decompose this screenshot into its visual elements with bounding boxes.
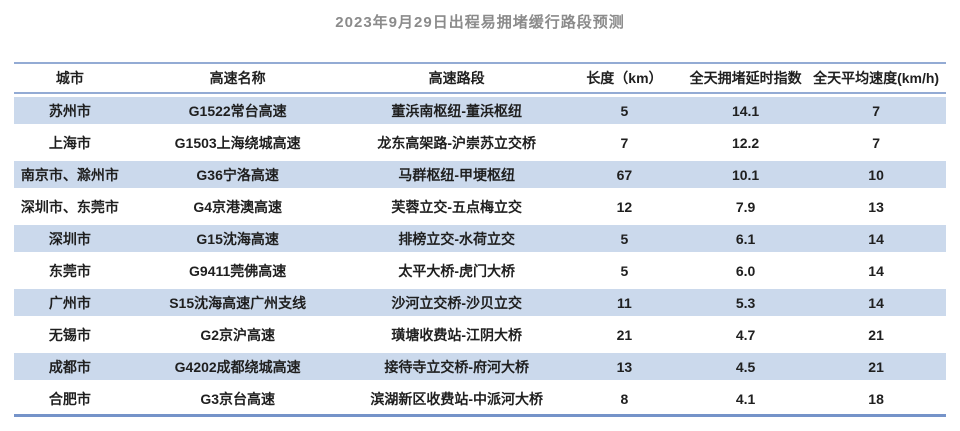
table-cell: 成都市 (14, 350, 126, 382)
table-cell: 5.3 (685, 286, 807, 318)
table-cell: 10.1 (685, 158, 807, 190)
table-cell: 深圳市、东莞市 (20, 198, 119, 215)
table-cell: S15沈海高速广州支线 (125, 286, 350, 318)
table-cell: 无锡市 (48, 326, 91, 343)
table-cell: 苏州市 (14, 94, 126, 126)
column-header-highway-section: 高速路段 (349, 62, 564, 94)
table-cell: 南京市、滁州市 (14, 158, 126, 190)
table-cell: 21 (806, 350, 946, 382)
table-cell: 7 (806, 94, 946, 126)
table-cell: 13 (563, 350, 686, 382)
table-cell: 8 (620, 390, 629, 407)
table-cell: 11 (563, 286, 686, 318)
column-header-highway-name: 高速名称 (125, 62, 350, 94)
table-row: 南京市、滁州市 G36宁洛高速 马群枢纽-甲埂枢纽 67 10.1 10 (14, 158, 946, 190)
table-cell: 5 (620, 262, 629, 279)
table-cell: 璜塘收费站-江阴大桥 (391, 326, 523, 343)
table-row: 苏州市 G1522常台高速 董浜南枢纽-董浜枢纽 5 14.1 7 (14, 94, 946, 126)
column-header-delay-index: 全天拥堵延时指数 (685, 62, 807, 94)
table-cell: 6.0 (735, 262, 756, 279)
table-row: 合肥市 G3京台高速 滨湖新区收费站-中派河大桥 8 4.1 18 (14, 382, 946, 414)
table-cell: G1522常台高速 (125, 94, 350, 126)
table-cell: 滨湖新区收费站-中派河大桥 (370, 390, 544, 407)
table-cell: 6.1 (685, 222, 807, 254)
table-cell: G4202成都绕城高速 (125, 350, 350, 382)
congestion-table: 城市 高速名称 高速路段 长度（km） 全天拥堵延时指数 全天平均速度(km/h… (14, 62, 946, 414)
table-cell: 龙东高架路-沪崇苏立交桥 (377, 134, 537, 151)
table-cell: 18 (868, 390, 884, 407)
column-header-length-km: 长度（km） (563, 62, 686, 94)
table-cell: 13 (868, 198, 884, 215)
page-title: 2023年9月29日出程易拥堵缓行路段预测 (335, 14, 625, 31)
table-cell: 21 (616, 326, 633, 343)
table-cell: 深圳市 (14, 222, 126, 254)
table-cell: 太平大桥-虎门大桥 (398, 262, 516, 279)
table-cell: 董浜南枢纽-董浜枢纽 (349, 94, 564, 126)
table-cell: 7.9 (735, 198, 756, 215)
table-cell: 4.1 (735, 390, 756, 407)
report-canvas: 2023年9月29日出程易拥堵缓行路段预测 城市 高速名称 高速路段 长度（km… (14, 14, 946, 417)
table-cell: 4.7 (735, 326, 756, 343)
table-cell: G3京台高速 (200, 390, 275, 407)
table-row: 东莞市 G9411莞佛高速 太平大桥-虎门大桥 5 6.0 14 (14, 254, 946, 286)
table-container: 城市 高速名称 高速路段 长度（km） 全天拥堵延时指数 全天平均速度(km/h… (14, 62, 946, 417)
table-cell: 10 (806, 158, 946, 190)
table-cell: 上海市 (48, 134, 91, 151)
table-cell: 沙河立交桥-沙贝立交 (349, 286, 564, 318)
table-cell: 14.1 (685, 94, 807, 126)
table-row: 广州市 S15沈海高速广州支线 沙河立交桥-沙贝立交 11 5.3 14 (14, 286, 946, 318)
table-cell: 排榜立交-水荷立交 (349, 222, 564, 254)
table-cell: G4京港澳高速 (193, 198, 282, 215)
table-cell: 21 (868, 326, 884, 343)
table-cell: G36宁洛高速 (125, 158, 350, 190)
table-cell: G9411莞佛高速 (189, 262, 287, 279)
table-cell: 14 (806, 222, 946, 254)
table-cell: 12.2 (731, 134, 760, 151)
table-cell: G2京沪高速 (200, 326, 275, 343)
table-cell: 14 (868, 262, 884, 279)
table-cell: 马群枢纽-甲埂枢纽 (349, 158, 564, 190)
table-cell: 合肥市 (48, 390, 91, 407)
table-cell: 接待寺立交桥-府河大桥 (349, 350, 564, 382)
table-cell: G15沈海高速 (125, 222, 350, 254)
table-cell: 芙蓉立交-五点梅立交 (391, 198, 523, 215)
table-cell: 东莞市 (48, 262, 91, 279)
table-cell: 14 (806, 286, 946, 318)
table-row: 成都市 G4202成都绕城高速 接待寺立交桥-府河大桥 13 4.5 21 (14, 350, 946, 382)
column-header-avg-speed: 全天平均速度(km/h) (806, 62, 946, 94)
table-cell: 67 (563, 158, 686, 190)
table-row: 上海市 G1503上海绕城高速 龙东高架路-沪崇苏立交桥 7 12.2 7 (14, 126, 946, 158)
table-cell: 4.5 (685, 350, 807, 382)
table-row: 无锡市 G2京沪高速 璜塘收费站-江阴大桥 21 4.7 21 (14, 318, 946, 350)
table-cell: G1503上海绕城高速 (174, 134, 301, 151)
table-cell: 12 (616, 198, 633, 215)
table-cell: 5 (563, 222, 686, 254)
table-cell: 5 (563, 94, 686, 126)
table-body: 苏州市 G1522常台高速 董浜南枢纽-董浜枢纽 5 14.1 7 上海市 G1503上海绕城… (14, 94, 946, 414)
table-cell: 7 (620, 134, 629, 151)
table-cell: 7 (872, 134, 880, 151)
table-header-row: 城市 高速名称 高速路段 长度（km） 全天拥堵延时指数 全天平均速度(km/h… (14, 62, 946, 94)
table-row: 深圳市 G15沈海高速 排榜立交-水荷立交 5 6.1 14 (14, 222, 946, 254)
table-cell: 广州市 (14, 286, 126, 318)
table-row: 深圳市、东莞市 G4京港澳高速 芙蓉立交-五点梅立交 12 7.9 13 (14, 190, 946, 222)
column-header-city: 城市 (14, 62, 126, 94)
